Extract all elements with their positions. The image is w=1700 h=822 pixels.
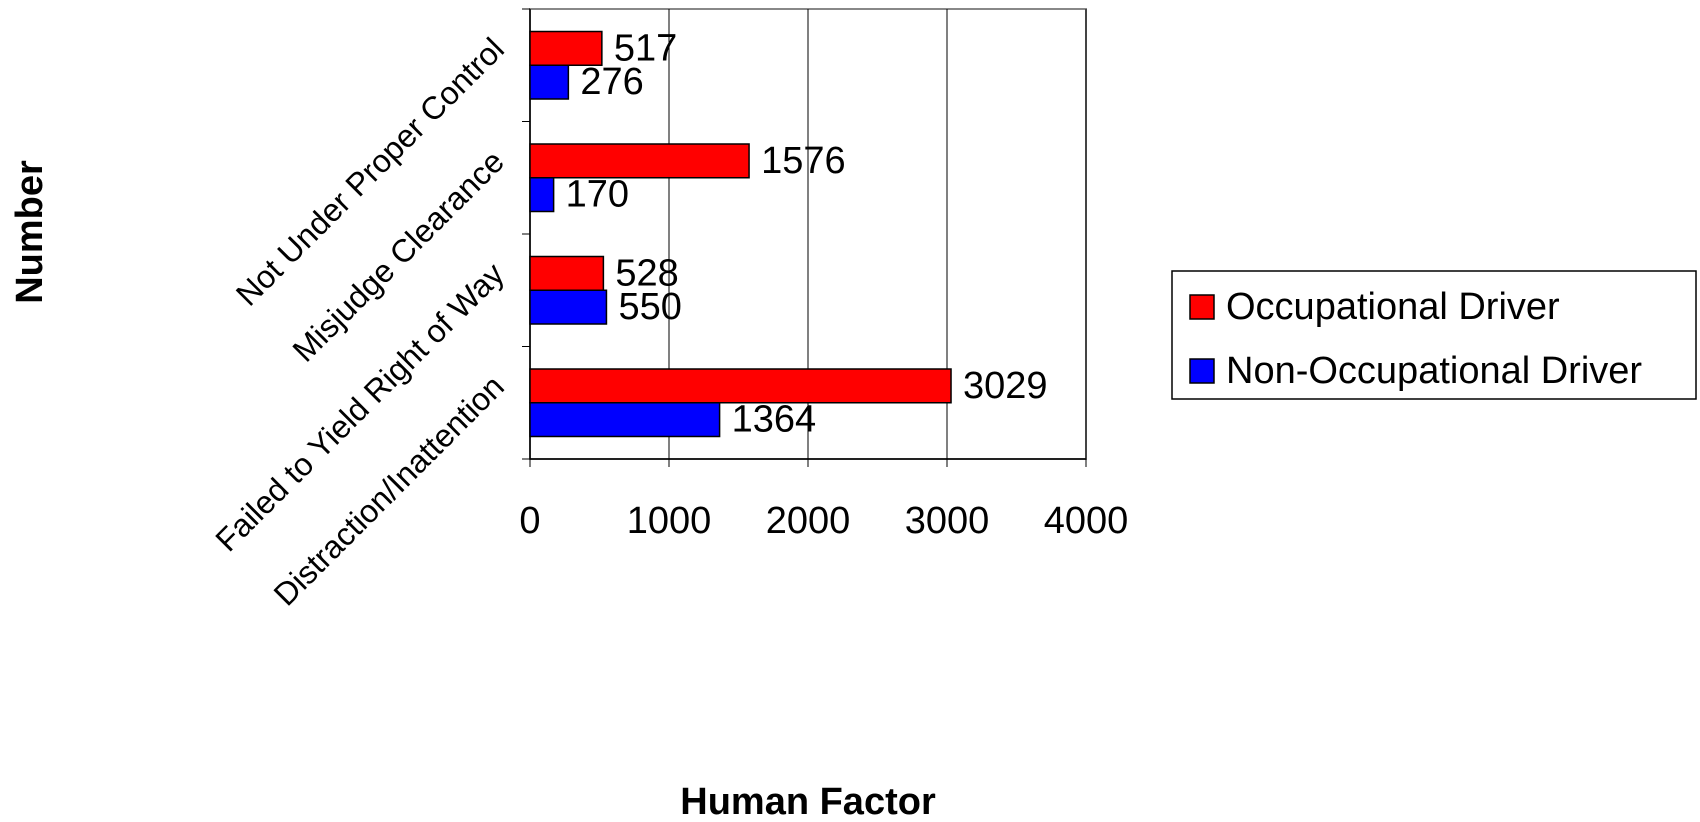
legend-swatch: [1189, 358, 1215, 384]
legend-swatch: [1189, 294, 1215, 320]
bar: [529, 402, 721, 438]
x-axis-title: Human Factor: [680, 781, 936, 822]
x-tick-label: 1000: [627, 500, 712, 542]
bar: [529, 289, 608, 325]
bar: [529, 255, 605, 291]
y-axis-title: Number: [9, 160, 51, 304]
x-tick-label: 3000: [905, 500, 990, 542]
x-tick-label: 2000: [766, 500, 851, 542]
value-label: 3029: [963, 365, 1048, 407]
legend-label: Occupational Driver: [1226, 286, 1560, 328]
y-tick-label: Misjudge Clearance: [285, 143, 510, 368]
value-label: 550: [618, 286, 681, 328]
value-label: 1364: [732, 399, 817, 441]
value-label: 276: [580, 61, 643, 103]
x-tick-label: 0: [519, 500, 540, 542]
bar: [529, 368, 952, 404]
bar: [529, 177, 555, 213]
bar: [529, 143, 750, 179]
bar: [529, 64, 570, 100]
value-label: 170: [566, 174, 629, 216]
value-label: 517: [614, 27, 677, 69]
y-tick-label: Distraction/Inattention: [267, 368, 511, 612]
legend-box: [1171, 270, 1697, 400]
value-label: 1576: [761, 140, 846, 182]
x-tick-label: 4000: [1044, 500, 1129, 542]
value-label: 528: [615, 252, 678, 294]
legend-label: Non-Occupational Driver: [1226, 350, 1642, 392]
